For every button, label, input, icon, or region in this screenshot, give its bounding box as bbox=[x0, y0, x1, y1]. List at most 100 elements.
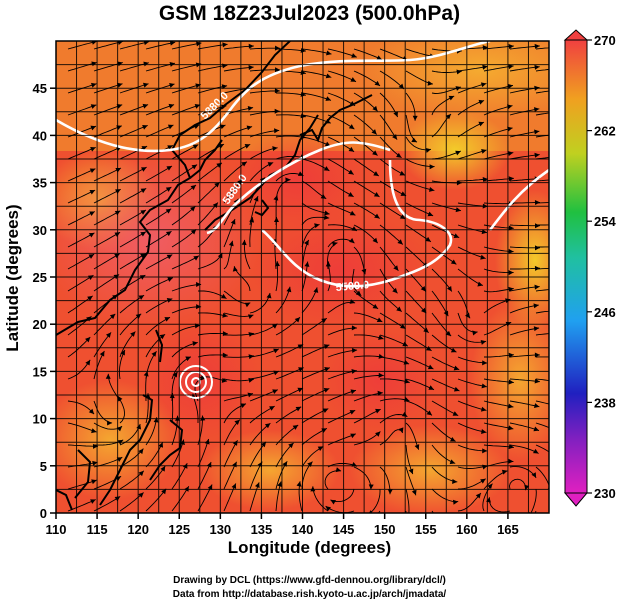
streamline-arrow bbox=[300, 91, 306, 97]
streamline-arrow bbox=[231, 483, 237, 489]
streamline-arrow bbox=[272, 389, 278, 394]
streamline-arrow bbox=[406, 513, 412, 519]
colorbar: 230 238 246 254 262 270 bbox=[563, 29, 616, 507]
streamline bbox=[535, 112, 549, 116]
streamline-arrow bbox=[172, 371, 178, 378]
streamline bbox=[509, 444, 539, 454]
streamline-arrow bbox=[533, 303, 539, 309]
streamline-arrow bbox=[138, 295, 145, 300]
streamline-arrow bbox=[117, 395, 123, 402]
streamline-arrow bbox=[89, 190, 96, 195]
streamline bbox=[535, 333, 549, 336]
streamline-arrow bbox=[140, 210, 146, 215]
streamline bbox=[509, 286, 540, 292]
streamline bbox=[145, 145, 174, 160]
streamline-arrow bbox=[88, 254, 95, 259]
streamline-arrow bbox=[508, 248, 514, 254]
streamline-arrow bbox=[331, 241, 338, 247]
streamline-arrow bbox=[222, 352, 228, 358]
streamline-arrow bbox=[378, 372, 384, 378]
streamline-arrow bbox=[349, 238, 355, 244]
streamline-arrow bbox=[115, 167, 121, 173]
streamline bbox=[483, 378, 514, 383]
streamline-arrow bbox=[234, 419, 240, 425]
streamline-arrow bbox=[508, 286, 514, 292]
streamline bbox=[431, 466, 458, 483]
streamline-arrow bbox=[330, 499, 336, 505]
streamline-arrow bbox=[269, 406, 275, 411]
streamline-arrow bbox=[120, 349, 125, 356]
streamline-arrow bbox=[264, 423, 271, 429]
streamline bbox=[353, 224, 379, 244]
streamline-arrow bbox=[508, 352, 514, 358]
streamline-arrow bbox=[90, 104, 97, 109]
streamline-arrow bbox=[244, 302, 251, 308]
streamline bbox=[301, 446, 324, 468]
streamline-arrow bbox=[376, 55, 382, 60]
streamline-arrow bbox=[481, 383, 487, 389]
y-axis-label: Latitude (degrees) bbox=[3, 204, 22, 352]
streamline bbox=[483, 177, 514, 182]
streamline-arrow bbox=[91, 428, 97, 434]
streamline-arrow bbox=[427, 211, 434, 217]
streamline-arrow bbox=[241, 239, 247, 246]
streamline-arrow bbox=[141, 146, 148, 151]
streamline bbox=[483, 246, 514, 253]
streamline bbox=[327, 224, 358, 232]
streamline-arrow bbox=[396, 152, 402, 158]
streamline bbox=[93, 188, 121, 204]
streamline bbox=[405, 378, 435, 391]
drawing-credit: Drawing by DCL (https://www.gfd-dennou.o… bbox=[173, 575, 446, 586]
streamline-arrow bbox=[450, 259, 457, 265]
streamline-arrow bbox=[534, 284, 540, 290]
streamline-arrow bbox=[116, 82, 123, 88]
streamline-arrow bbox=[531, 472, 537, 478]
x-tick-label: 155 bbox=[415, 522, 437, 537]
colorbar-top-arrow bbox=[563, 29, 589, 41]
streamline-arrow bbox=[534, 64, 540, 70]
x-axis-label: Longitude (degrees) bbox=[227, 538, 392, 557]
streamline-arrow bbox=[323, 214, 330, 220]
streamline-arrow bbox=[350, 433, 356, 439]
streamline-arrow bbox=[296, 481, 302, 487]
colorbar-tick-label: 246 bbox=[594, 305, 616, 320]
streamline-arrow bbox=[273, 348, 279, 354]
streamline-arrow bbox=[534, 378, 540, 384]
streamline-arrow bbox=[372, 150, 378, 156]
streamline bbox=[353, 48, 383, 61]
y-tick-label: 35 bbox=[33, 176, 47, 191]
streamline bbox=[353, 334, 384, 340]
streamline-arrow bbox=[335, 467, 342, 473]
streamline-arrow bbox=[190, 185, 196, 191]
streamline bbox=[509, 378, 540, 383]
streamline-arrow bbox=[99, 351, 105, 357]
streamline-arrow bbox=[193, 255, 199, 261]
streamline-arrow bbox=[196, 281, 202, 287]
streamline bbox=[353, 355, 384, 358]
streamline-arrow bbox=[354, 522, 359, 527]
streamline bbox=[353, 114, 378, 135]
streamline bbox=[67, 62, 97, 72]
streamline-arrow bbox=[207, 484, 213, 491]
streamline-arrow bbox=[350, 389, 356, 395]
streamline bbox=[535, 267, 549, 270]
streamline-arrow bbox=[185, 356, 191, 362]
streamline-arrow bbox=[274, 261, 280, 267]
streamline-arrow bbox=[534, 152, 540, 158]
streamline bbox=[93, 210, 121, 226]
streamline-arrow bbox=[272, 323, 278, 329]
streamline-arrow bbox=[371, 129, 377, 135]
streamline-arrow bbox=[533, 403, 540, 409]
streamline bbox=[119, 470, 145, 490]
streamline-arrow bbox=[218, 144, 224, 149]
streamline bbox=[223, 143, 251, 160]
streamline bbox=[483, 268, 514, 274]
streamline-arrow bbox=[323, 388, 330, 393]
streamline-arrow bbox=[220, 293, 227, 299]
streamline-arrow bbox=[266, 293, 272, 299]
streamline-arrow bbox=[90, 82, 97, 88]
streamline bbox=[171, 228, 197, 248]
streamline-arrow bbox=[143, 371, 149, 377]
streamline-arrow bbox=[445, 330, 452, 337]
